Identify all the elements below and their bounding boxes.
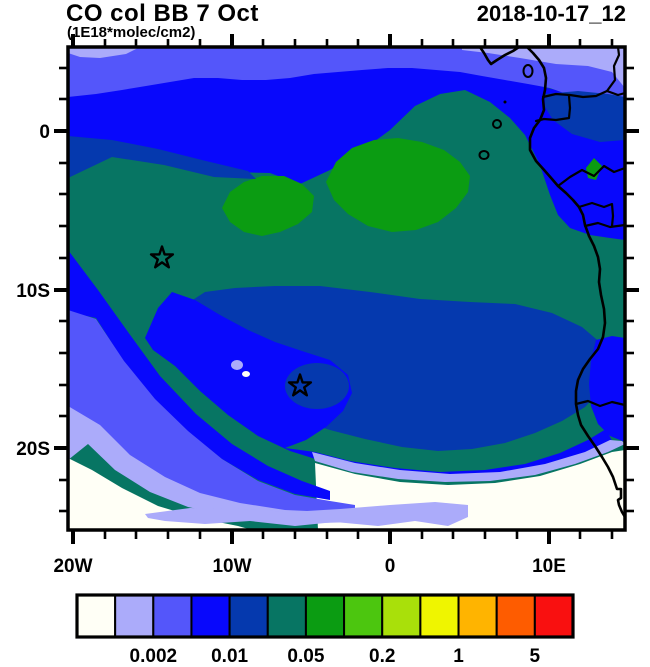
island-outline: [492, 119, 502, 129]
region-speck-lavender: [231, 360, 243, 370]
colorbar: 0.002 0.01 0.05 0.2 1 5: [75, 593, 575, 667]
country-border: [577, 201, 615, 228]
x-tick-label: 10W: [212, 556, 251, 577]
country-border: [541, 47, 621, 99]
region-southwest-white: [68, 458, 252, 530]
country-border: [605, 89, 625, 97]
plot-timestamp: 2018-10-17_12: [476, 1, 626, 26]
country-border: [583, 221, 625, 229]
region-lavender-top-left: [68, 47, 140, 58]
y-tick-label: 10S: [16, 281, 50, 302]
region-lavender-top-right: [462, 47, 625, 88]
x-tick-label: 20W: [53, 556, 92, 577]
country-border: [534, 94, 572, 123]
country-border: [574, 399, 625, 408]
colorbar-cell: [495, 594, 536, 638]
colorbar-label: 5: [530, 646, 541, 667]
colorbar-cell: [457, 594, 498, 638]
colorbar-cell: [76, 594, 117, 638]
region-southwest-lavender-band: [68, 406, 358, 523]
plot-title: CO col BB 7 Oct: [66, 0, 259, 27]
star-marker: [149, 245, 175, 269]
region-north-violet-band: [68, 47, 625, 120]
island-outline: [503, 100, 507, 104]
colorbar-cell: [533, 594, 574, 638]
island-outline: [522, 64, 534, 78]
y-tick-label: 0: [39, 122, 50, 143]
colorbar-cell: [381, 594, 422, 638]
colorbar-label: 0.05: [287, 646, 324, 667]
colorbar-cell: [114, 594, 155, 638]
colorbar-label: 1: [453, 646, 464, 667]
region-navy-wedge-west: [68, 136, 256, 179]
colorbar-label: 0.2: [369, 646, 395, 667]
colorbar-cell: [419, 594, 460, 638]
star-marker: [287, 373, 313, 397]
colorbar-cell: [266, 594, 307, 638]
country-border: [556, 164, 625, 188]
region-green-patch-west: [222, 176, 314, 236]
plot-units-label: (1E18*molec/cm2): [67, 24, 196, 41]
region-bottom-lavender-strip: [145, 502, 468, 526]
region-east-blue-coastal: [589, 336, 625, 442]
colorbar-cell: [152, 594, 193, 638]
map-field: [68, 47, 625, 530]
coastline: [525, 47, 625, 519]
x-tick-label: 0: [385, 556, 396, 577]
coastline: [478, 47, 521, 66]
x-tick-label: 10E: [532, 556, 566, 577]
region-green-patch-east: [326, 138, 470, 232]
y-tick-label: 20S: [16, 439, 50, 460]
colorbar-cell: [190, 594, 231, 638]
colorbar-frame: [75, 593, 575, 639]
region-speck-white: [242, 371, 250, 377]
island-outline: [478, 150, 490, 160]
colorbar-cell: [304, 594, 346, 638]
region-south-lavender-fringe: [312, 440, 625, 482]
region-swirl-blue: [145, 292, 612, 478]
colorbar-cell: [343, 594, 384, 638]
region-navy-band-northeast: [545, 91, 625, 142]
colorbar-cell: [228, 594, 269, 638]
colorbar-label: 0.002: [130, 646, 178, 667]
colorbar-label: 0.01: [211, 646, 248, 667]
